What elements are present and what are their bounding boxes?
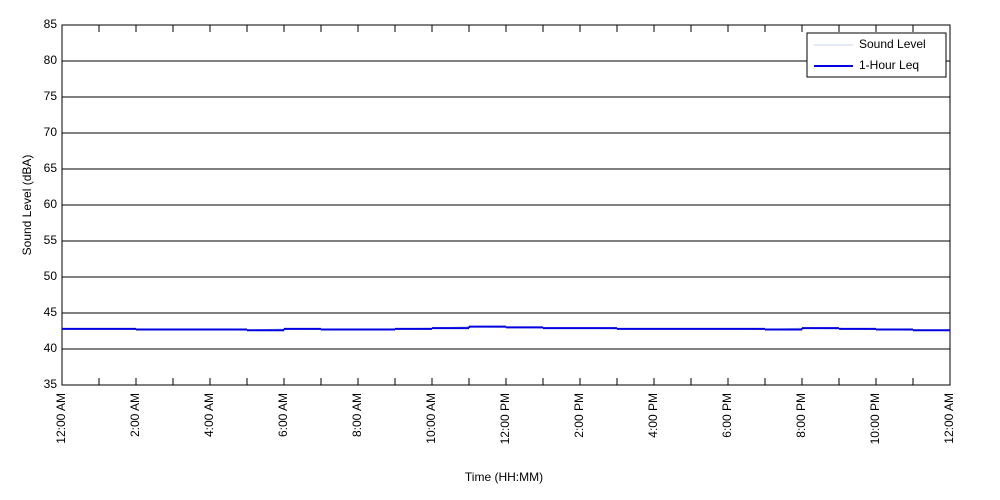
x-tick-label: 12:00 PM <box>498 393 512 444</box>
y-tick-label: 40 <box>44 341 58 355</box>
legend-label: Sound Level <box>859 37 926 51</box>
x-tick-label: 4:00 AM <box>202 393 216 437</box>
x-tick-label: 12:00 AM <box>942 393 956 444</box>
legend-box <box>806 32 947 78</box>
x-tick-label: 8:00 PM <box>794 393 808 438</box>
y-tick-label: 50 <box>44 269 58 283</box>
x-tick-label: 4:00 PM <box>646 393 660 438</box>
y-tick-label: 45 <box>44 305 58 319</box>
x-axis-label: Time (HH:MM) <box>465 470 543 484</box>
plot-frame <box>61 24 951 386</box>
y-tick-label: 60 <box>44 197 58 211</box>
x-tick-label: 2:00 PM <box>572 393 586 438</box>
y-tick-label: 35 <box>44 377 58 391</box>
x-tick-label: 6:00 AM <box>276 393 290 437</box>
x-tick-label: 6:00 PM <box>720 393 734 438</box>
y-tick-label: 85 <box>44 17 58 31</box>
x-tick-label: 10:00 PM <box>868 393 882 444</box>
y-axis-label: Sound Level (dBA) <box>20 155 34 256</box>
y-tick-label: 80 <box>44 53 58 67</box>
y-tick-label: 65 <box>44 161 58 175</box>
y-tick-label: 55 <box>44 233 58 247</box>
x-tick-label: 10:00 AM <box>424 393 438 444</box>
y-tick-label: 75 <box>44 89 58 103</box>
legend-label: 1-Hour Leq <box>859 58 919 72</box>
x-tick-label: 2:00 AM <box>128 393 142 437</box>
x-tick-label: 8:00 AM <box>350 393 364 437</box>
x-tick-label: 12:00 AM <box>54 393 68 444</box>
y-tick-label: 70 <box>44 125 58 139</box>
